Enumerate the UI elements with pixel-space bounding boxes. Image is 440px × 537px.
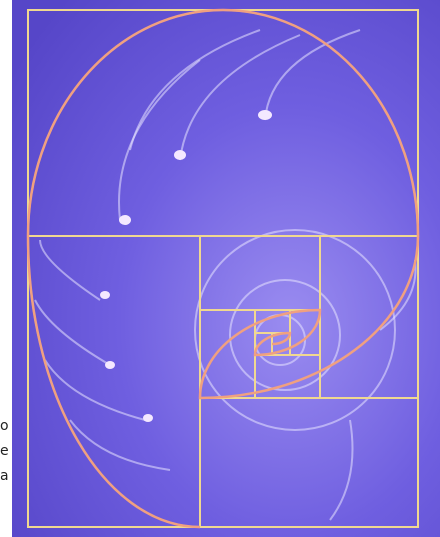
siphuncles — [100, 110, 272, 422]
golden-spiral — [26, 8, 420, 529]
nautilus-image — [12, 0, 440, 537]
text-fragment: o — [0, 418, 9, 434]
text-fragment: a — [0, 468, 9, 484]
background — [12, 0, 440, 537]
text-fragment: e — [0, 443, 9, 459]
